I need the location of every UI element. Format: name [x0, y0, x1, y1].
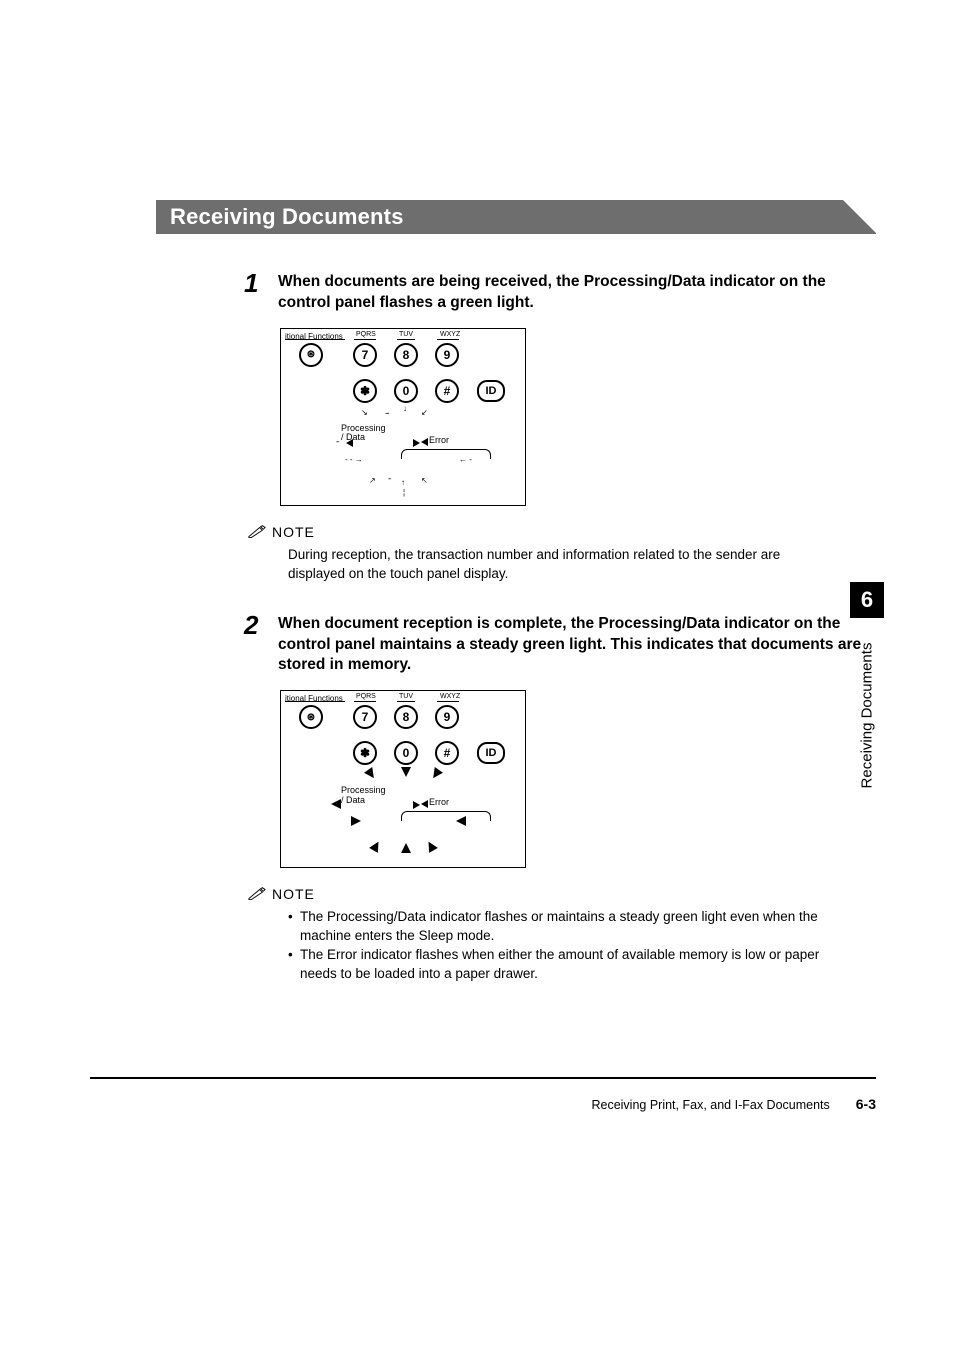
footer-rule	[90, 1077, 876, 1079]
key-7: 7	[353, 343, 377, 367]
footer-text: Receiving Print, Fax, and I-Fax Document…	[591, 1098, 829, 1112]
key-id: ID	[477, 380, 505, 402]
key-0: 0	[394, 379, 418, 403]
note-2-item-2: The Error indicator flashes when either …	[288, 946, 828, 984]
page-number: 6-3	[856, 1096, 876, 1112]
fig2-label-tuv: TUV	[399, 693, 413, 700]
chapter-tab: 6	[850, 582, 884, 618]
key-9: 9	[435, 343, 459, 367]
fig2-label-wxyz: WXYZ	[440, 693, 460, 700]
note-1-body: During reception, the transaction number…	[288, 546, 828, 584]
control-panel-figure-1: itional Functions PQRS TUV WXYZ ⊛ 7 8 9 …	[280, 328, 526, 506]
control-panel-figure-2: itional Functions PQRS TUV WXYZ ⊛ 7 8 9 …	[280, 690, 526, 868]
key-hash: #	[435, 379, 459, 403]
key-hash-2: #	[435, 741, 459, 765]
step-1-number: 1	[244, 270, 266, 296]
step-2-text: When document reception is complete, the…	[278, 612, 876, 677]
section-title: Receiving Documents	[170, 204, 404, 230]
fig-label-tuv: TUV	[399, 331, 413, 338]
note-2-label: NOTE	[272, 886, 315, 902]
key-8-2: 8	[394, 705, 418, 729]
page-footer: Receiving Print, Fax, and I-Fax Document…	[90, 1096, 876, 1112]
note-2-body: The Processing/Data indicator flashes or…	[288, 908, 828, 984]
key-7-2: 7	[353, 705, 377, 729]
step-1-text: When documents are being received, the P…	[278, 270, 876, 314]
fig-label-pqrs: PQRS	[356, 331, 376, 338]
step-2-number: 2	[244, 612, 266, 638]
note-2: NOTE The Processing/Data indicator flash…	[248, 886, 876, 984]
chapter-tab-label: Receiving Documents	[850, 625, 884, 805]
additional-functions-button-2: ⊛	[299, 705, 323, 729]
key-0-2: 0	[394, 741, 418, 765]
pencil-icon	[248, 887, 266, 901]
processing-data-label-2: Processing/ Data	[341, 786, 386, 805]
step-1: 1 When documents are being received, the…	[244, 270, 876, 314]
step-2: 2 When document reception is complete, t…	[244, 612, 876, 677]
note-2-item-1: The Processing/Data indicator flashes or…	[288, 908, 828, 946]
error-label-2: Error	[429, 797, 449, 807]
note-1-label: NOTE	[272, 524, 315, 540]
key-star-2: ✽	[353, 741, 377, 765]
note-1: NOTE During reception, the transaction n…	[248, 524, 876, 584]
key-8: 8	[394, 343, 418, 367]
pencil-icon	[248, 525, 266, 539]
key-star: ✽	[353, 379, 377, 403]
error-label: Error	[429, 435, 449, 445]
fig-label-wxyz: WXYZ	[440, 331, 460, 338]
key-9-2: 9	[435, 705, 459, 729]
key-id-2: ID	[477, 742, 505, 764]
section-banner: Receiving Documents	[156, 200, 876, 234]
additional-functions-button: ⊛	[299, 343, 323, 367]
fig2-label-pqrs: PQRS	[356, 693, 376, 700]
